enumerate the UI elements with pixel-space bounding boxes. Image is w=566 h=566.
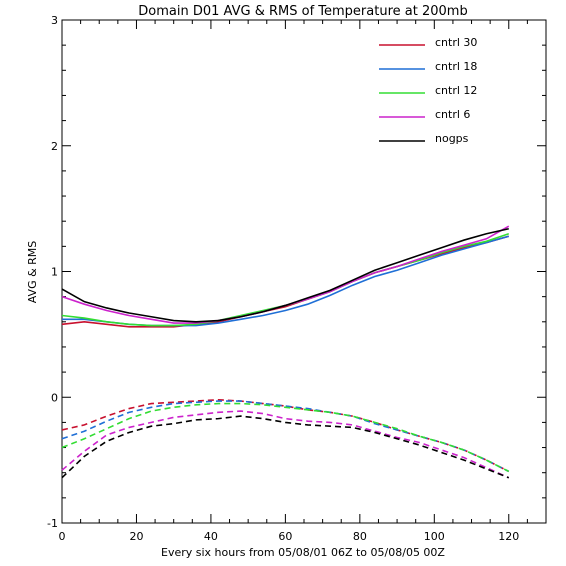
legend-label: cntrl 30 (435, 36, 477, 49)
legend-label: cntrl 18 (435, 60, 477, 73)
series-line-avg-nogps (61, 415, 510, 479)
y-ticks: -1 0 1 2 3 (47, 14, 546, 530)
x-ticks: 0 20 40 60 80 100 120 (59, 20, 547, 543)
series-line-rms-nogps (61, 227, 509, 323)
x-tick-label: 100 (424, 530, 445, 543)
legend-label: nogps (435, 132, 469, 145)
series-line-avg-cntrl-18 (61, 400, 510, 473)
x-tick-label: 60 (278, 530, 292, 543)
series-line-rms-cntrl-6 (61, 225, 510, 324)
y-axis-label: AVG & RMS (26, 241, 39, 304)
legend-label: cntrl 6 (435, 108, 470, 121)
y-tick-label: 3 (51, 14, 58, 27)
y-tick-label: -1 (47, 517, 58, 530)
series-lines (61, 225, 510, 479)
y-tick-label: 0 (51, 391, 58, 404)
x-tick-label: 120 (498, 530, 519, 543)
x-tick-label: 0 (59, 530, 66, 543)
legend-label: cntrl 12 (435, 84, 477, 97)
chart-title: Domain D01 AVG & RMS of Temperature at 2… (138, 4, 467, 19)
series-line-avg-cntrl-6 (61, 410, 510, 479)
x-axis-label: Every six hours from 05/08/01 06Z to 05/… (161, 546, 445, 559)
x-tick-label: 40 (204, 530, 218, 543)
legend: cntrl 30 cntrl 18 cntrl 12 cntrl 6 nogps (379, 36, 477, 145)
x-tick-label: 20 (129, 530, 143, 543)
x-tick-label: 80 (353, 530, 367, 543)
y-tick-label: 1 (51, 266, 58, 279)
y-tick-label: 2 (51, 140, 58, 153)
series-line-avg-cntrl-12 (61, 402, 510, 473)
series-line-avg-cntrl-30 (61, 398, 510, 473)
